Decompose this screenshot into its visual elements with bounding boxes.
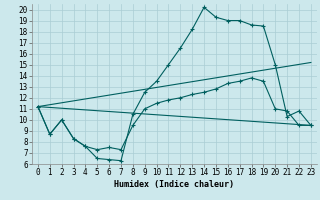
X-axis label: Humidex (Indice chaleur): Humidex (Indice chaleur) [115, 180, 234, 189]
